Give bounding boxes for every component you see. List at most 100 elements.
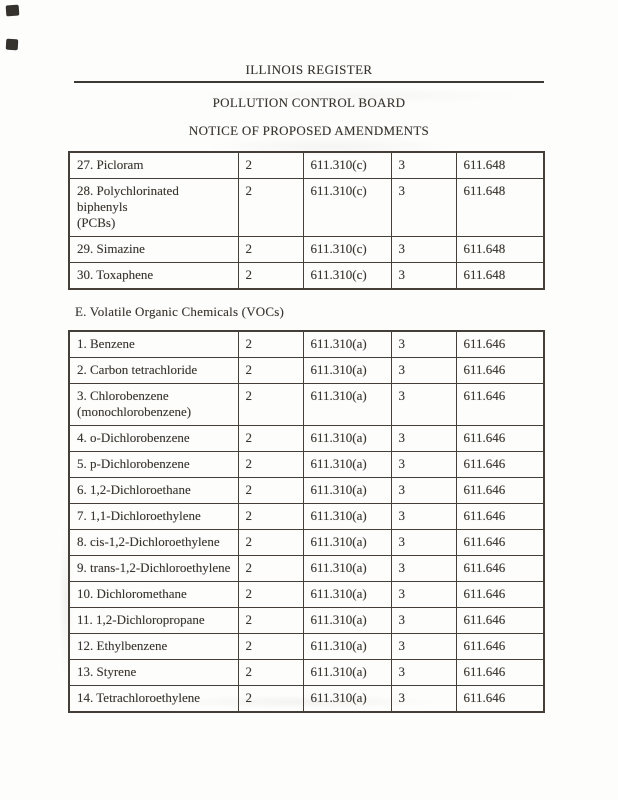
cell-contaminant-name: 11. 1,2-Dichloropropane [68,607,239,634]
cell-value: 611.310(a) [302,607,392,634]
cell-value: 2 [237,607,304,634]
cell-value: 611.310(a) [302,503,392,530]
table-row: 30. Toxaphene 2 611.310(c) 3 611.648 [68,262,545,290]
cell-value: 611.646 [455,633,545,660]
document-header: ILLINOIS REGISTER POLLUTION CONTROL BOAR… [0,0,618,139]
cell-contaminant-name: 12. Ethylbenzene [68,633,239,660]
cell-contaminant-name: 2. Carbon tetrachloride [68,357,239,384]
cell-value: 611.646 [455,555,545,582]
cell-value: 611.646 [455,477,545,504]
cell-contaminant-name: 14. Tetrachloroethylene [68,685,239,713]
table-row: 12. Ethylbenzene 2 611.310(a) 3 611.646 [68,633,545,660]
cell-contaminant-name: 8. cis-1,2-Dichloroethylene [68,529,239,556]
cell-value: 611.310(a) [302,383,392,426]
cell-value: 611.646 [455,451,545,478]
cell-value: 611.646 [455,383,545,426]
cell-value: 2 [237,330,304,358]
table-volatile-organic-chemicals: 1. Benzene 2 611.310(a) 3 611.646 2. Carbon t… [68,330,545,713]
cell-value: 611.310(c) [302,236,392,263]
cell-value: 2 [237,262,304,290]
table-row: 6. 1,2-Dichloroethane 2 611.310(a) 3 611.646 [68,477,545,504]
cell-value: 611.310(a) [302,659,392,686]
cell-value: 611.310(a) [302,633,392,660]
cell-value: 2 [237,236,304,263]
cell-value: 2 [237,425,304,452]
register-title-rule: ILLINOIS REGISTER [74,62,544,83]
cell-value: 2 [237,477,304,504]
cell-contaminant-name: 1. Benzene [68,330,239,358]
cell-value: 611.646 [455,659,545,686]
table-row: 11. 1,2-Dichloropropane 2 611.310(a) 3 611.6… [68,607,545,634]
table-row: 29. Simazine 2 611.310(c) 3 611.648 [68,236,545,263]
table-row: 3. Chlorobenzene (monochlorobenzene) 2 611… [68,383,545,426]
scan-artifact-mark [5,38,19,51]
table-row: 9. trans-1,2-Dichloroethylene 2 611.310(a)… [68,555,545,582]
cell-value: 611.310(c) [302,178,392,237]
cell-value: 611.646 [455,529,545,556]
notice-title: NOTICE OF PROPOSED AMENDMENTS [188,123,430,138]
cell-value: 611.648 [455,178,545,237]
cell-value: 3 [390,477,457,504]
cell-value: 3 [390,555,457,582]
cell-value: 3 [390,529,457,556]
cell-value: 2 [237,357,304,384]
cell-value: 3 [390,503,457,530]
cell-value: 611.310(a) [302,477,392,504]
cell-value: 2 [237,451,304,478]
table-contaminants-continued: 27. Picloram 2 611.310(c) 3 611.648 28. Polyc… [68,151,545,290]
table-row: 2. Carbon tetrachloride 2 611.310(a) 3 611.6… [68,357,545,384]
cell-value: 2 [237,383,304,426]
table-row: 27. Picloram 2 611.310(c) 3 611.648 [68,151,545,179]
cell-value: 611.310(a) [302,357,392,384]
cell-contaminant-name: 13. Styrene [68,659,239,686]
table-row: 13. Styrene 2 611.310(a) 3 611.646 [68,659,545,686]
cell-contaminant-name: 5. p-Dichlorobenzene [68,451,239,478]
cell-value: 611.646 [455,685,545,713]
register-title: ILLINOIS REGISTER [245,62,373,77]
cell-value: 3 [390,659,457,686]
cell-value: 3 [390,178,457,237]
cell-contaminant-name: 3. Chlorobenzene (monochlorobenzene) [68,383,239,426]
cell-value: 611.646 [455,330,545,358]
table-row: 7. 1,1-Dichloroethylene 2 611.310(a) 3 611.6… [68,503,545,530]
table-row: 14. Tetrachloroethylene 2 611.310(a) 3 611.6… [68,685,545,713]
section-e-heading: E. Volatile Organic Chemicals (VOCs) [75,304,285,319]
cell-contaminant-name: 4. o-Dichlorobenzene [68,425,239,452]
cell-value: 3 [390,236,457,263]
cell-contaminant-name: 6. 1,2-Dichloroethane [68,477,239,504]
board-title: POLLUTION CONTROL BOARD [212,95,406,110]
cell-value: 611.646 [455,503,545,530]
cell-value: 2 [237,529,304,556]
cell-value: 611.310(c) [302,262,392,290]
cell-value: 3 [390,357,457,384]
cell-value: 3 [390,607,457,634]
cell-value: 3 [390,330,457,358]
cell-value: 611.646 [455,581,545,608]
cell-value: 2 [237,633,304,660]
cell-contaminant-name: 7. 1,1-Dichloroethylene [68,503,239,530]
table-row: 1. Benzene 2 611.310(a) 3 611.646 [68,330,545,358]
cell-contaminant-name: 9. trans-1,2-Dichloroethylene [68,555,239,582]
cell-value: 3 [390,685,457,713]
table-row: 10. Dichloromethane 2 611.310(a) 3 611.646 [68,581,545,608]
cell-contaminant-name: 28. Polychlorinated biphenyls (PCBs) [68,178,239,237]
table-row: 28. Polychlorinated biphenyls (PCBs) 2 611… [68,178,545,237]
cell-value: 611.310(a) [302,555,392,582]
cell-value: 2 [237,178,304,237]
cell-value: 3 [390,633,457,660]
cell-value: 2 [237,659,304,686]
cell-value: 2 [237,555,304,582]
table-row: 5. p-Dichlorobenzene 2 611.310(a) 3 611.646 [68,451,545,478]
cell-value: 611.310(a) [302,425,392,452]
cell-value: 2 [237,581,304,608]
cell-contaminant-name: 29. Simazine [68,236,239,263]
cell-value: 2 [237,151,304,179]
scan-artifact-mark [5,4,20,17]
cell-value: 3 [390,151,457,179]
cell-value: 611.310(a) [302,529,392,556]
cell-contaminant-name: 10. Dichloromethane [68,581,239,608]
cell-contaminant-name: 27. Picloram [68,151,239,179]
cell-value: 611.648 [455,151,545,179]
cell-value: 3 [390,262,457,290]
